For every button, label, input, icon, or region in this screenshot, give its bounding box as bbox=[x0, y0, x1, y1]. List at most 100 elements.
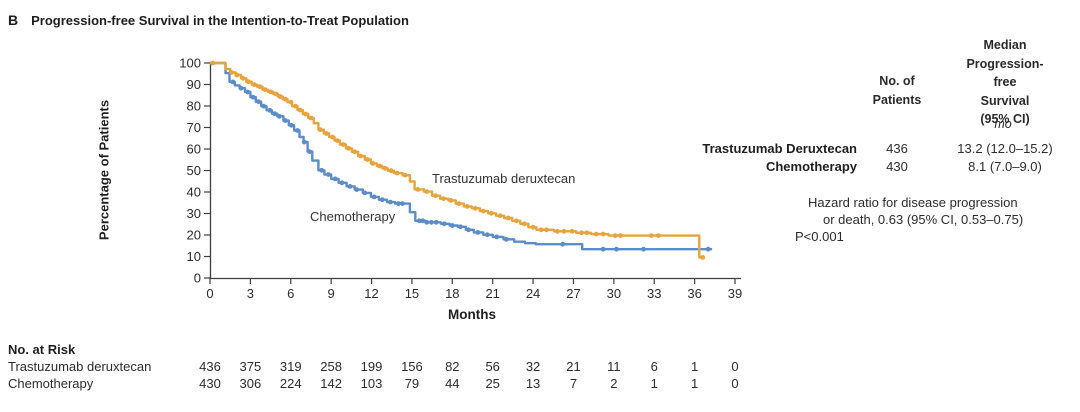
censor-mark bbox=[324, 131, 329, 136]
summary-row-drug: Chemotherapy bbox=[765, 158, 857, 174]
x-tick-label: 0 bbox=[206, 286, 213, 301]
hazard-line-2: or death, 0.63 (95% CI, 0.53–0.75) bbox=[823, 212, 1024, 227]
risk-count: 2 bbox=[610, 376, 618, 391]
risk-count: 0 bbox=[731, 376, 739, 391]
units-label: mo bbox=[994, 117, 1012, 131]
censor-mark bbox=[340, 142, 346, 147]
summary-row-n: 430 bbox=[886, 158, 908, 174]
censor-mark bbox=[396, 201, 401, 207]
censor-mark bbox=[379, 197, 385, 203]
censor-mark bbox=[295, 128, 300, 133]
censor-mark bbox=[394, 170, 400, 176]
censor-mark bbox=[416, 218, 422, 224]
risk-count: 103 bbox=[360, 376, 383, 391]
censor-mark bbox=[283, 96, 288, 102]
risk-count: 7 bbox=[569, 376, 578, 391]
censor-mark bbox=[505, 215, 511, 221]
risk-count: 79 bbox=[404, 376, 420, 391]
panel-letter: B bbox=[8, 12, 19, 28]
x-tick-label: 39 bbox=[728, 286, 742, 301]
censor-mark bbox=[705, 246, 711, 252]
censor-mark bbox=[288, 99, 294, 105]
risk-count: 258 bbox=[320, 359, 342, 374]
risk-count: 25 bbox=[485, 376, 500, 391]
censor-mark bbox=[297, 107, 303, 113]
summary-n-column: 436 430 bbox=[886, 140, 908, 175]
censor-mark bbox=[433, 219, 439, 225]
censor-mark bbox=[319, 167, 325, 173]
summary-row-median: 13.2 (12.0–15.2) bbox=[957, 141, 1053, 156]
censor-mark bbox=[268, 89, 273, 95]
censor-mark bbox=[429, 219, 434, 225]
censor-mark bbox=[301, 139, 307, 145]
censor-mark bbox=[339, 180, 345, 186]
censor-mark bbox=[240, 75, 246, 81]
censor-mark bbox=[560, 241, 566, 247]
censor-mark bbox=[614, 246, 619, 252]
censor-mark bbox=[307, 149, 312, 155]
censor-mark bbox=[641, 246, 646, 252]
censor-mark bbox=[326, 172, 331, 178]
y-tick-label: 30 bbox=[187, 206, 201, 221]
censor-mark bbox=[618, 233, 623, 239]
x-tick-label: 9 bbox=[328, 286, 335, 301]
risk-count: 224 bbox=[279, 376, 302, 391]
censor-mark bbox=[424, 219, 430, 225]
summary-row-median: 8.1 (7.0–9.0) bbox=[968, 158, 1042, 174]
censor-mark bbox=[503, 236, 509, 242]
censor-mark bbox=[513, 218, 519, 224]
censor-mark bbox=[600, 246, 606, 252]
risk-count: 11 bbox=[607, 359, 621, 374]
censor-mark bbox=[289, 122, 294, 128]
risk-count: 430 bbox=[199, 376, 221, 391]
y-tick-label: 40 bbox=[187, 185, 201, 200]
censor-mark bbox=[420, 218, 426, 224]
patients-header-line2: Patients bbox=[872, 92, 922, 107]
censor-mark bbox=[464, 204, 470, 209]
risk-count: 56 bbox=[485, 359, 500, 374]
censor-mark bbox=[273, 91, 279, 97]
censor-mark bbox=[332, 176, 338, 182]
p-value: P<0.001 bbox=[795, 229, 844, 244]
curve-label-trastuzumab: Trastuzumab deruxtecan bbox=[432, 171, 576, 186]
censor-mark bbox=[441, 196, 446, 202]
censor-mark bbox=[377, 163, 382, 169]
y-tick-label: 0 bbox=[194, 271, 201, 286]
censor-mark bbox=[303, 111, 308, 117]
censor-mark bbox=[449, 223, 455, 228]
patients-column-header: No. of Patients bbox=[873, 72, 922, 109]
censor-mark bbox=[293, 103, 298, 109]
censor-mark bbox=[424, 189, 430, 195]
censor-mark bbox=[362, 190, 368, 196]
censor-mark bbox=[347, 184, 353, 189]
censor-mark bbox=[252, 82, 257, 88]
summary-drug-column: Trastuzumab Deruxtecan Chemotherapy bbox=[702, 140, 857, 175]
censor-mark bbox=[261, 103, 267, 109]
median-header-line1: Median bbox=[983, 38, 1027, 52]
y-tick-label: 50 bbox=[187, 163, 201, 178]
censor-mark bbox=[484, 232, 490, 238]
censor-mark bbox=[277, 94, 283, 99]
risk-row-label-chemotherapy: Chemotherapy bbox=[8, 376, 94, 391]
censor-mark bbox=[272, 111, 277, 117]
risk-count: 375 bbox=[239, 359, 262, 374]
censor-mark bbox=[238, 85, 244, 91]
censor-mark bbox=[334, 138, 340, 144]
censor-mark bbox=[234, 72, 240, 78]
censor-mark bbox=[229, 70, 234, 75]
censor-mark bbox=[448, 198, 454, 203]
y-tick-label: 70 bbox=[187, 120, 201, 135]
censor-mark bbox=[400, 201, 405, 207]
km-curve bbox=[210, 61, 713, 251]
y-tick-label: 20 bbox=[187, 228, 201, 243]
x-tick-label: 6 bbox=[287, 286, 294, 301]
censor-mark bbox=[330, 134, 335, 140]
y-tick-label: 10 bbox=[187, 249, 201, 264]
censor-mark bbox=[370, 161, 376, 166]
censor-mark bbox=[480, 208, 486, 214]
censor-mark bbox=[388, 199, 393, 205]
curve-label-chemotherapy: Chemotherapy bbox=[310, 209, 396, 224]
median-column-header: Median Progression-free Survival (95% CI… bbox=[966, 36, 1043, 129]
x-tick-label: 18 bbox=[445, 286, 459, 301]
